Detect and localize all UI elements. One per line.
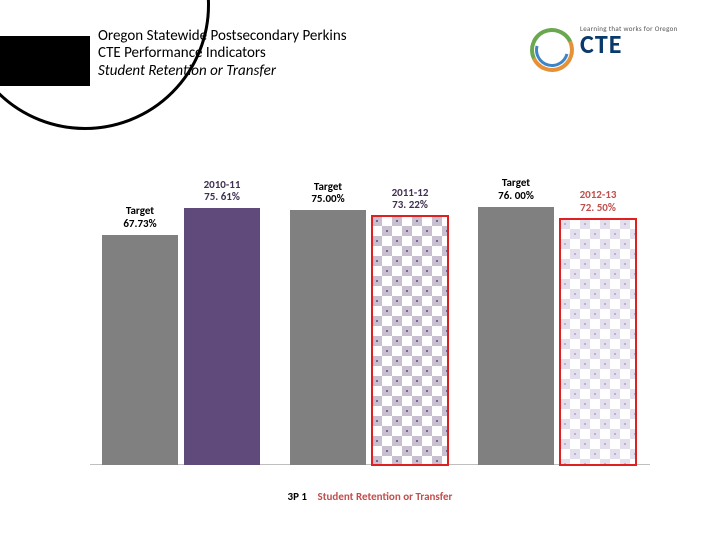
actual-label: 2011-1273. 22% [370,187,450,212]
target-bar [478,207,554,465]
target-bar [290,210,366,465]
xaxis-label-text: Student Retention or Transfer [318,490,453,503]
logo-swirl-icon [530,28,574,72]
target-label: Target75.00% [288,181,368,206]
logo-text: Learning that works for Oregon CTE [580,24,678,56]
chart-group-1: Target75.00%2011-1273. 22% [290,125,456,465]
actual-bar [184,208,260,465]
title-line-2: CTE Performance Indicators [98,45,438,62]
title-line-3: Student Retention or Transfer [98,63,438,80]
title-block: Oregon Statewide Postsecondary Perkins C… [98,28,438,80]
xaxis-code: 3P 1 [288,490,308,503]
actual-label: 2012-1372. 50% [558,189,638,214]
decorative-band [0,36,90,86]
chart-group-0: Target67.73%2010-1175. 61% [102,125,268,465]
target-bar [102,235,178,465]
actual-bar [372,216,448,465]
actual-label: 2010-1175. 61% [182,179,262,204]
slide: Oregon Statewide Postsecondary Perkins C… [0,0,720,540]
target-label: Target76. 00% [476,177,556,202]
chart-group-2: Target76. 00%2012-1372. 50% [478,125,644,465]
cte-logo: Learning that works for Oregon CTE [530,20,680,75]
title-line-1: Oregon Statewide Postsecondary Perkins [98,28,438,45]
retention-chart: Target67.73%2010-1175. 61%Target75.00%20… [90,125,650,485]
chart-plot-area: Target67.73%2010-1175. 61%Target75.00%20… [90,125,650,465]
logo-main: CTE [580,33,678,56]
target-label: Target67.73% [100,205,180,230]
actual-bar [560,219,636,466]
chart-xaxis-label: 3P 1 Student Retention or Transfer [90,490,650,503]
